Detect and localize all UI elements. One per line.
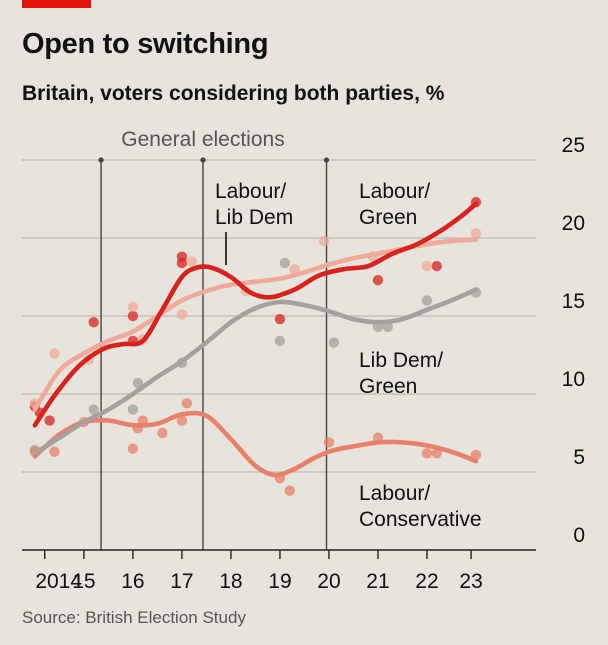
point-labour_green-12	[470, 228, 482, 239]
point-labour_green-5	[176, 309, 188, 320]
point-lib_dem_green-5	[274, 335, 286, 347]
series-label-line: Green	[359, 375, 417, 398]
x-tick-label-18: 18	[219, 570, 242, 593]
x-tick-label-15: 15	[72, 570, 95, 593]
y-tick-label-25: 25	[562, 134, 585, 157]
point-lib_dem_green-2	[127, 404, 139, 415]
y-tick-label-0: 0	[573, 524, 585, 547]
point-lib_dem_green-6	[279, 257, 291, 269]
x-tick-label-17: 17	[170, 570, 193, 593]
x-tick-label-23: 23	[459, 570, 482, 593]
x-tick-label-16: 16	[121, 570, 144, 593]
point-labour_conservative-13	[421, 448, 433, 459]
series-label-line: Conservative	[359, 508, 482, 531]
y-tick-label-10: 10	[562, 368, 585, 391]
point-labour_conservative-14	[431, 448, 442, 459]
chart-subtitle: Britain, voters considering both parties…	[22, 82, 445, 105]
series-label-lib_dem_green: Lib Dem/Green	[359, 349, 443, 398]
general-election-lines: General elections	[98, 128, 330, 550]
point-labour_lib_dem-10	[431, 260, 442, 272]
point-labour_green-3	[127, 301, 139, 312]
x-tick-label-20: 20	[317, 570, 340, 593]
chart-title: Open to switching	[22, 28, 269, 60]
trend-line-labour_lib_dem	[32, 201, 479, 428]
point-labour_lib_dem-8	[274, 313, 286, 325]
y-tick-label-20: 20	[562, 212, 585, 235]
y-tick-label-15: 15	[562, 290, 585, 313]
point-labour_conservative-3	[127, 443, 139, 454]
series-label-labour_green: Labour/Green	[359, 180, 430, 229]
x-tick-label-21: 21	[366, 570, 389, 593]
point-labour_conservative-15	[470, 449, 482, 461]
series-label-line: Lib Dem	[215, 206, 293, 229]
series-label-line: Green	[359, 206, 417, 229]
x-tick-label-2014: 2014	[35, 570, 82, 593]
point-labour_conservative-10	[284, 485, 295, 496]
x-tick-label-19: 19	[268, 570, 291, 593]
y-tick-label-5: 5	[573, 446, 585, 469]
point-labour_lib_dem-2	[44, 415, 55, 426]
point-lib_dem_green-3	[132, 377, 144, 389]
general-election-marker-2	[200, 157, 206, 163]
general-elections-label: General elections	[121, 128, 284, 151]
series-label-line: Lib Dem/	[359, 349, 443, 372]
point-labour_green-8	[289, 264, 300, 275]
series-label-labour_lib_dem: Labour/Lib Dem	[215, 180, 293, 229]
point-labour_conservative-6	[157, 427, 168, 439]
point-labour_conservative-8	[181, 398, 193, 409]
point-labour_conservative-11	[323, 437, 335, 448]
point-labour_lib_dem-3	[88, 317, 99, 328]
general-election-marker-1	[98, 157, 104, 163]
trend-line-labour_conservative	[32, 410, 479, 478]
x-axis	[22, 549, 536, 559]
point-labour_conservative-1	[49, 446, 60, 457]
point-labour_conservative-7	[176, 415, 188, 426]
point-labour_lib_dem-5	[127, 310, 139, 322]
brand-tag	[22, 0, 91, 8]
point-labour_green-11	[421, 260, 433, 272]
point-lib_dem_green-9	[382, 321, 393, 333]
series-label-line: Labour/	[215, 180, 286, 203]
point-labour_green-1	[49, 348, 60, 359]
point-labour_green-6	[186, 256, 197, 267]
point-labour_green-9	[318, 235, 330, 247]
gridlines	[22, 159, 536, 473]
series-label-labour_conservative: Labour/Conservative	[359, 482, 482, 531]
trend-line-lib_dem_green	[32, 287, 479, 456]
point-lib_dem_green-10	[421, 295, 433, 306]
point-lib_dem_green-1	[88, 404, 99, 415]
trend-lines	[32, 201, 479, 478]
point-labour_lib_dem-7	[176, 251, 188, 262]
x-tick-label-22: 22	[415, 570, 438, 593]
y-axis-labels: 0 5 10 15 20 25	[562, 134, 585, 547]
point-labour_lib_dem-9	[372, 274, 384, 286]
general-election-marker-3	[323, 157, 330, 163]
series-label-line: Labour/	[359, 482, 430, 505]
series-label-line: Labour/	[359, 180, 430, 203]
source-note: Source: British Election Study	[22, 608, 246, 627]
point-lib_dem_green-7	[328, 337, 340, 348]
